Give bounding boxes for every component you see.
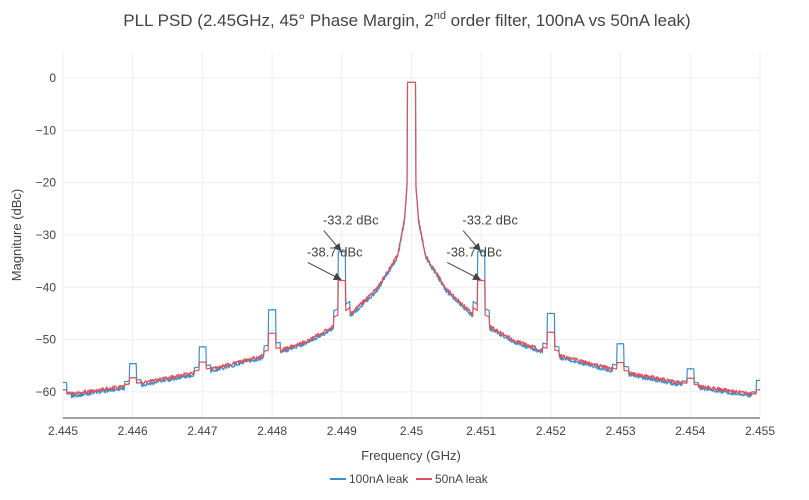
y-tick-label: −20	[36, 176, 57, 190]
x-tick-label: 2.45	[400, 424, 424, 438]
spur-peak-point	[480, 279, 483, 282]
annotation-arrow	[446, 262, 482, 280]
annotation-arrow	[462, 230, 481, 252]
chart-title: PLL PSD (2.45GHz, 45° Phase Margin, 2nd …	[123, 10, 690, 30]
spur-peak-point	[689, 377, 692, 380]
y-tick-label: 0	[49, 71, 56, 85]
spur-peak-point	[63, 381, 64, 384]
annotation-label: -38.7 dBc	[446, 244, 502, 259]
spur-peak-point	[201, 361, 204, 363]
series-line-50na[interactable]	[63, 81, 760, 397]
y-tick-label: −40	[36, 280, 57, 294]
annotation-arrow	[323, 230, 342, 252]
x-tick-label: 2.453	[606, 424, 636, 438]
legend[interactable]: 100nA leak 50nA leak	[330, 472, 489, 486]
annotation: -38.7 dBc	[307, 244, 363, 280]
y-axis-title: Magniture (dBc)	[9, 189, 24, 281]
spur-peak-point	[131, 362, 134, 365]
spur-peak-point	[341, 279, 343, 282]
x-axis-title: Frequency (GHz)	[361, 448, 461, 463]
x-tick-label: 2.447	[187, 424, 217, 438]
spur-peak-point	[131, 376, 134, 379]
annotation-arrow	[307, 262, 342, 280]
spur-peak-point	[759, 379, 760, 382]
spur-peak-point	[271, 308, 273, 311]
y-tick-label: −60	[36, 385, 57, 399]
spur-peak-point	[759, 388, 760, 391]
spur-peak-point	[63, 388, 64, 391]
annotation: -38.7 dBc	[446, 244, 503, 280]
spur-peak-point	[689, 368, 692, 370]
annotation: -33.2 dBc	[323, 213, 379, 252]
legend-label-100na: 100nA leak	[349, 472, 409, 486]
spur-peak-point	[201, 346, 204, 348]
y-tick-label: −10	[36, 123, 57, 137]
x-tick-label: 2.446	[118, 424, 148, 438]
x-tick-label: 2.445	[48, 424, 78, 438]
x-tick-label: 2.452	[536, 424, 566, 438]
x-tick-label: 2.451	[466, 424, 496, 438]
x-tick-label: 2.448	[257, 424, 287, 438]
annotation-label: -38.7 dBc	[307, 244, 363, 259]
grid	[62, 52, 761, 418]
y-axis-ticks: 0 −10 −20 −30 −40 −50 −60	[36, 71, 57, 399]
spur-peak-point	[619, 342, 622, 345]
x-axis-ticks: 2.445 2.446 2.447 2.448 2.449 2.45 2.451 2.452 2…	[48, 424, 775, 438]
spur-peak-point	[550, 331, 552, 334]
spur-peak-point	[619, 361, 622, 364]
legend-item-50na[interactable]: 50nA leak	[416, 472, 489, 486]
y-tick-label: −30	[36, 228, 57, 242]
spur-peak-point	[550, 312, 552, 315]
spur-peak-point	[271, 332, 273, 335]
x-tick-label: 2.454	[675, 424, 705, 438]
y-tick-label: −50	[36, 333, 57, 347]
series-layer	[63, 81, 760, 399]
legend-label-50na: 50nA leak	[435, 472, 489, 486]
legend-item-100na[interactable]: 100nA leak	[330, 472, 409, 486]
annotation: -33.2 dBc	[462, 213, 519, 252]
annotation-label: -33.2 dBc	[462, 213, 518, 228]
x-tick-label: 2.455	[745, 424, 775, 438]
x-tick-label: 2.449	[327, 424, 357, 438]
annotation-label: -33.2 dBc	[323, 213, 379, 228]
annotations: -33.2 dBc -38.7 dBc -33.2 dBc -38.7 dBc	[307, 213, 519, 280]
